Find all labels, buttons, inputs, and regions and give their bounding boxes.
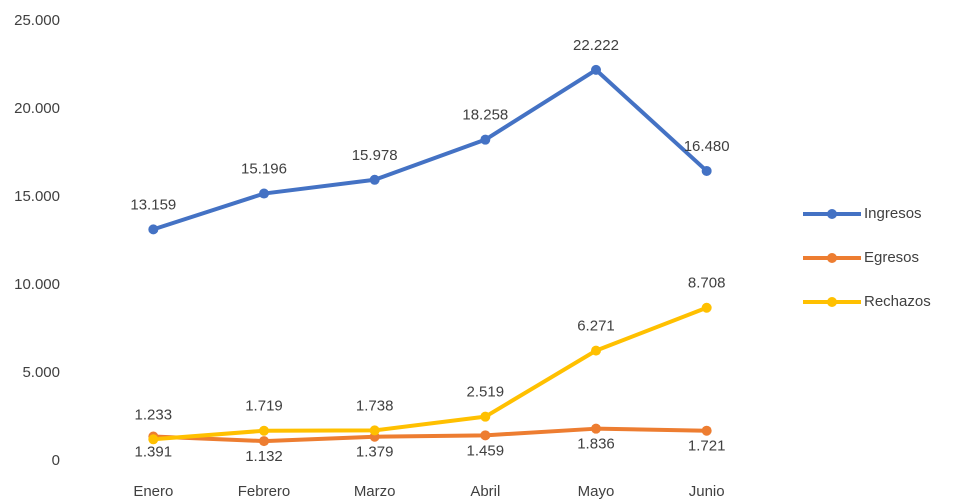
- x-tick-label: Mayo: [578, 483, 615, 500]
- legend-marker: [827, 209, 837, 219]
- point: [701, 425, 712, 436]
- y-tick-label: 0: [52, 452, 60, 469]
- data-label: 1.738: [356, 397, 394, 414]
- point: [591, 345, 601, 356]
- point: [148, 224, 159, 235]
- data-label: 13.159: [130, 196, 176, 213]
- y-tick-label: 10.000: [14, 276, 60, 293]
- data-label: 1.836: [577, 436, 615, 453]
- data-label: 1.721: [688, 438, 726, 455]
- y-tick-label: 5.000: [22, 364, 60, 381]
- series-line: [153, 426, 707, 444]
- data-label: 2.519: [467, 384, 505, 401]
- point: [701, 165, 712, 176]
- point: [480, 430, 491, 441]
- point: [480, 134, 491, 145]
- point: [148, 434, 159, 445]
- series-line: [153, 305, 708, 442]
- point: [480, 411, 491, 422]
- legend-label: Egresos: [864, 249, 919, 266]
- point: [369, 174, 380, 185]
- data-label: 15.196: [241, 161, 287, 178]
- x-tick-label: Junio: [689, 483, 725, 500]
- data-label: 18.258: [462, 107, 508, 124]
- x-tick-label: Febrero: [238, 483, 291, 500]
- data-label: 16.480: [684, 138, 730, 155]
- x-tick-label: Abril: [470, 483, 500, 500]
- y-tick-label: 20.000: [14, 100, 60, 117]
- y-tick-label: 25.000: [14, 12, 60, 29]
- point: [259, 425, 269, 436]
- data-label: 1.132: [245, 448, 283, 465]
- point: [369, 425, 380, 436]
- data-label: 6.271: [577, 318, 615, 335]
- point: [259, 436, 269, 447]
- legend-marker: [827, 253, 837, 263]
- data-label: 22.222: [573, 37, 619, 54]
- x-tick-label: Marzo: [354, 483, 396, 500]
- point: [259, 188, 269, 199]
- data-label: 1.719: [245, 398, 283, 415]
- data-label: 1.459: [467, 442, 505, 459]
- legend-label: Rechazos: [864, 293, 931, 310]
- series-line: [152, 67, 709, 232]
- point: [701, 302, 712, 313]
- legend-marker: [827, 297, 837, 307]
- legend-label: Ingresos: [864, 205, 922, 222]
- data-label: 1.233: [135, 406, 173, 423]
- x-tick-label: Enero: [133, 483, 173, 500]
- data-label: 1.391: [135, 443, 173, 460]
- y-tick-label: 15.000: [14, 188, 60, 205]
- point: [591, 423, 601, 434]
- data-label: 8.708: [688, 275, 726, 292]
- data-label: 1.379: [356, 444, 394, 461]
- data-label: 15.978: [352, 147, 398, 164]
- point: [591, 64, 601, 75]
